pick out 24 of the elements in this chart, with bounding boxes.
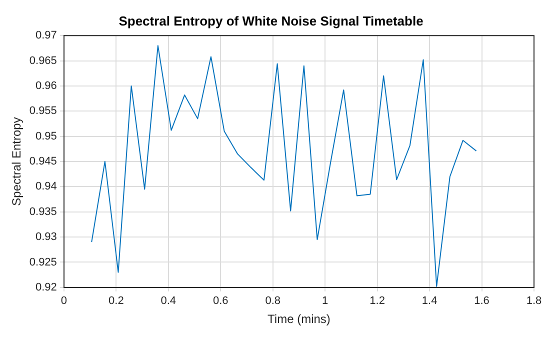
x-tick-label: 1.8 <box>526 295 542 308</box>
y-tick-label: 0.965 <box>29 54 57 67</box>
y-tick-label: 0.92 <box>36 281 57 294</box>
y-axis-title: Spectral Entropy <box>10 117 24 206</box>
x-tick-label: 1.6 <box>474 295 490 308</box>
x-tick-label: 1 <box>322 295 328 308</box>
x-tick-label: 0.8 <box>265 295 280 308</box>
y-tick-label: 0.95 <box>36 130 57 142</box>
y-tick-label: 0.96 <box>36 80 57 92</box>
chart-title: Spectral Entropy of White Noise Signal Timetable <box>118 13 424 28</box>
x-tick-label: 0.6 <box>212 295 228 308</box>
y-tick-label: 0.955 <box>29 105 57 118</box>
y-tick-label: 0.945 <box>29 156 57 168</box>
x-tick-label: 0 <box>60 295 67 308</box>
x-tick-label: 0.4 <box>160 295 176 308</box>
y-tick-label: 0.935 <box>29 206 57 218</box>
y-tick-label: 0.93 <box>36 231 57 244</box>
x-tick-label: 1.4 <box>422 295 438 308</box>
x-tick-label: 0.2 <box>108 295 124 308</box>
y-tick-label: 0.97 <box>36 30 57 42</box>
x-tick-label: 1.2 <box>370 295 385 308</box>
x-axis-title: Time (mins) <box>268 312 330 326</box>
y-tick-label: 0.925 <box>29 256 57 268</box>
y-tick-label: 0.94 <box>36 180 57 193</box>
